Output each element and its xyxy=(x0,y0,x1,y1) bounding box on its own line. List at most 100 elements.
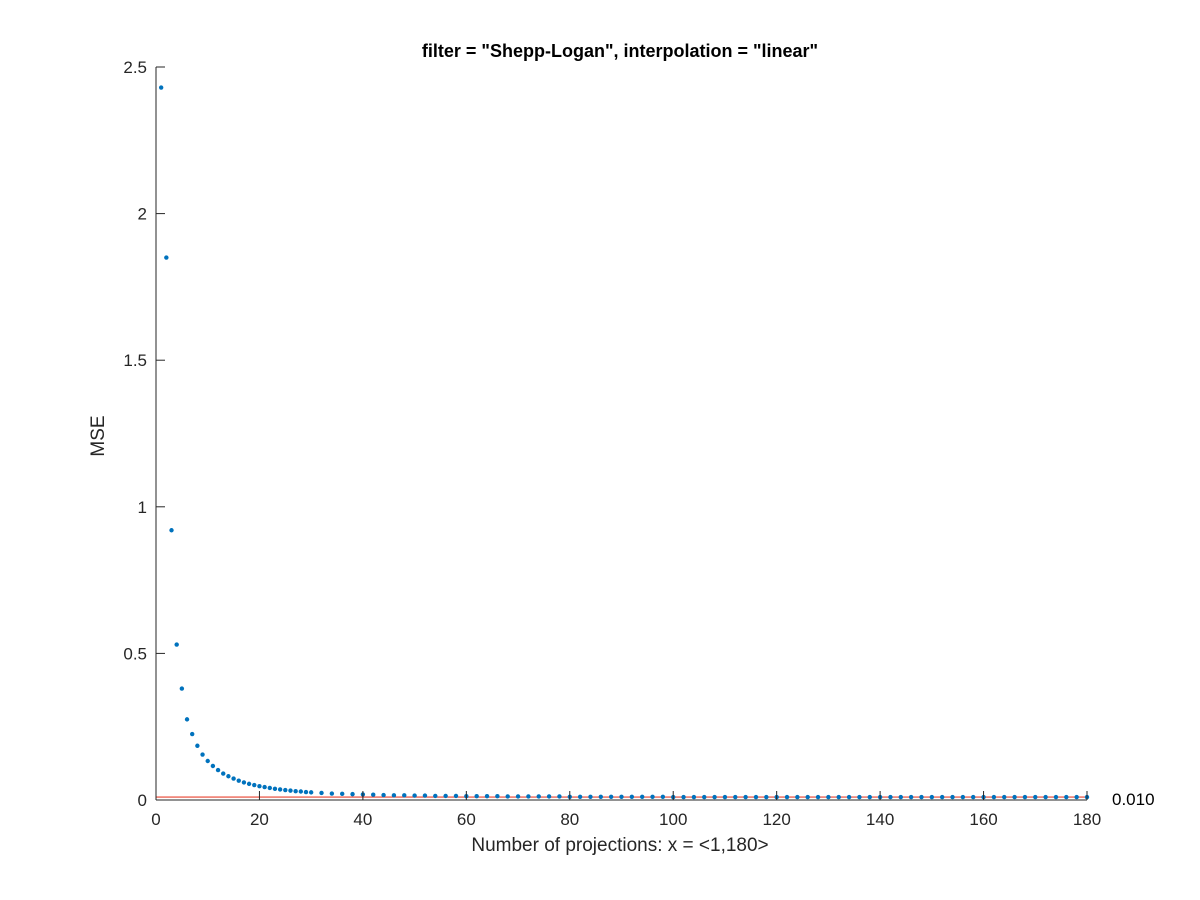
data-point xyxy=(733,794,738,800)
data-point xyxy=(205,758,210,764)
data-point xyxy=(805,794,810,800)
y-tick-label: 0.5 xyxy=(123,644,147,663)
data-point xyxy=(215,767,221,773)
data-point xyxy=(836,794,841,800)
data-point xyxy=(939,794,945,800)
y-axis-label: MSE xyxy=(88,415,109,456)
chart-title: filter = "Shepp-Logan", interpolation = … xyxy=(422,41,818,61)
data-point xyxy=(412,793,417,798)
x-axis-label: Number of projections: x = <1,180> xyxy=(471,835,768,856)
plot-area: 0 20 40 60 80 100 120 140 160 180 0 0.5 1 1.5 2 2.5 xyxy=(123,58,1101,829)
data-point xyxy=(691,794,697,800)
x-tick-label: 40 xyxy=(353,810,372,829)
data-point xyxy=(391,793,397,798)
data-point xyxy=(991,794,997,800)
data-point xyxy=(815,794,821,800)
data-point xyxy=(1033,794,1038,800)
data-point xyxy=(505,794,510,799)
data-point xyxy=(536,794,541,799)
data-point xyxy=(908,794,914,800)
x-tick-label: 100 xyxy=(659,810,687,829)
data-point xyxy=(303,789,309,795)
data-points-layer xyxy=(158,85,1090,800)
data-point xyxy=(515,794,521,799)
data-point xyxy=(484,793,490,799)
data-point xyxy=(753,794,759,800)
data-point xyxy=(526,794,531,799)
data-point xyxy=(329,791,335,796)
reference-line-label: 0.010 xyxy=(1112,790,1155,809)
data-point xyxy=(350,791,355,797)
data-point xyxy=(210,763,216,769)
data-point xyxy=(257,784,262,789)
data-point xyxy=(246,781,252,787)
data-point xyxy=(277,787,283,792)
y-tick-label: 1.5 xyxy=(123,351,147,370)
data-point xyxy=(174,642,179,647)
data-point xyxy=(179,686,185,691)
data-point xyxy=(608,794,614,799)
data-point xyxy=(577,794,583,799)
data-point xyxy=(402,793,407,798)
data-point xyxy=(888,794,893,800)
data-point xyxy=(495,793,500,799)
data-point xyxy=(960,794,966,800)
data-point xyxy=(619,794,624,799)
data-point xyxy=(252,782,257,788)
data-point xyxy=(221,771,226,776)
data-point xyxy=(200,752,205,757)
y-tick-label: 2.5 xyxy=(123,58,147,77)
data-point xyxy=(158,85,164,90)
x-tick-label: 80 xyxy=(560,810,579,829)
data-point xyxy=(288,788,293,793)
data-point xyxy=(241,780,247,785)
data-point xyxy=(1022,794,1028,800)
y-tick-label: 1 xyxy=(138,498,147,517)
data-point xyxy=(1074,794,1079,800)
x-tick-label: 160 xyxy=(969,810,997,829)
data-point xyxy=(283,787,288,793)
data-point xyxy=(443,793,448,799)
data-point xyxy=(422,793,428,798)
x-tick-label: 20 xyxy=(250,810,269,829)
data-point xyxy=(298,789,304,794)
data-point xyxy=(743,794,748,800)
data-point xyxy=(546,794,552,799)
x-tick-label: 180 xyxy=(1073,810,1101,829)
x-tick-label: 0 xyxy=(151,810,160,829)
data-point xyxy=(169,528,174,533)
x-tick-label: 140 xyxy=(866,810,894,829)
data-point xyxy=(262,784,267,790)
data-point xyxy=(702,794,707,800)
data-point xyxy=(795,794,800,800)
data-point xyxy=(598,794,604,799)
data-point xyxy=(557,794,562,799)
data-point xyxy=(846,794,852,800)
data-point xyxy=(1043,794,1048,800)
data-point xyxy=(712,794,717,800)
data-point xyxy=(867,794,872,800)
data-point xyxy=(453,793,459,799)
data-point xyxy=(195,743,200,748)
x-tick-label: 60 xyxy=(457,810,476,829)
data-point xyxy=(1012,794,1017,800)
data-point xyxy=(340,791,345,797)
data-point xyxy=(929,794,935,800)
data-point xyxy=(722,794,728,800)
data-point xyxy=(1053,794,1059,800)
axes-layer: 0 20 40 60 80 100 120 140 160 180 0 0.5 1 1.5 2 2.5 xyxy=(123,58,1101,829)
data-point xyxy=(764,794,769,800)
data-point xyxy=(784,794,790,800)
data-point xyxy=(950,794,955,800)
data-point xyxy=(190,731,195,737)
data-point xyxy=(898,794,903,800)
data-point xyxy=(236,778,241,783)
data-point xyxy=(474,793,479,799)
y-tick-label: 2 xyxy=(138,205,147,224)
data-point xyxy=(184,717,190,722)
data-point xyxy=(319,790,324,796)
data-point xyxy=(971,794,976,800)
data-point xyxy=(681,794,686,800)
data-point xyxy=(293,789,298,794)
